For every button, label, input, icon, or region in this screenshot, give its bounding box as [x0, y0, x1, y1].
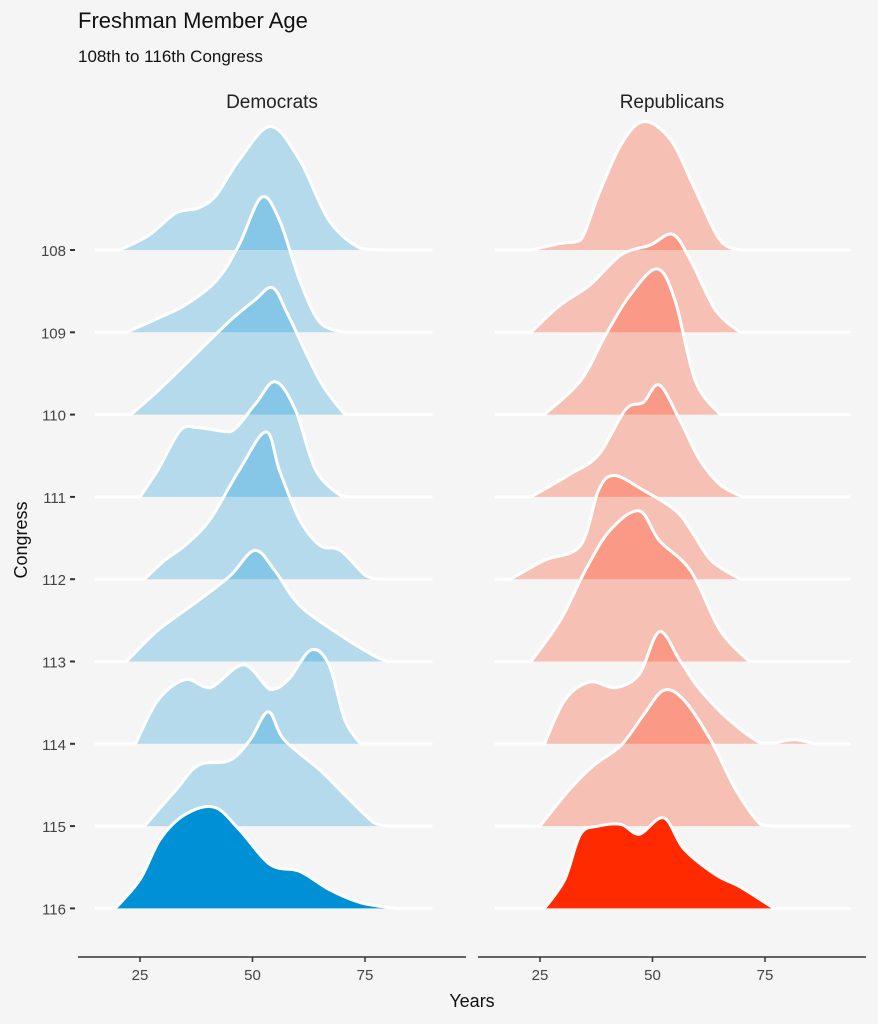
ridge-116-fill	[544, 817, 774, 909]
x-tick-label: 25	[532, 967, 549, 984]
y-tick-label: 109	[41, 325, 66, 342]
ridge-114-outline	[95, 647, 433, 746]
ridge-108-fill	[119, 126, 388, 250]
ridge-116-fill	[115, 806, 397, 909]
x-tick-label: 50	[644, 967, 661, 984]
ridge-115-fill	[540, 689, 774, 827]
x-tick-label: 75	[757, 967, 774, 984]
ridge-113-fill	[126, 550, 388, 662]
ridge-114-fill	[544, 631, 815, 744]
ridge-109-outline	[495, 232, 851, 334]
panel-label-republicans: Republicans	[620, 92, 725, 113]
ridge-114-fill	[135, 649, 361, 744]
ridge-113-outline	[95, 548, 433, 663]
y-tick-label: 111	[43, 490, 66, 507]
ridge-112-fill	[510, 475, 741, 580]
ridge-113-outline	[495, 509, 851, 663]
x-tick-label: 25	[132, 967, 149, 984]
x-tick-label: 50	[244, 967, 261, 984]
ridge-110-outline	[95, 285, 433, 417]
y-tick-label: 116	[42, 901, 66, 918]
panel-democrats	[95, 125, 433, 910]
ridge-108-outline	[95, 125, 433, 252]
y-tick-label: 112	[42, 572, 66, 589]
ridge-109-outline	[95, 195, 433, 334]
ridge-114-outline	[495, 630, 851, 746]
ridge-111-fill	[531, 384, 743, 497]
y-tick-label: 115	[42, 819, 66, 836]
y-tick-label: 114	[42, 737, 66, 754]
ridge-115-fill	[144, 711, 388, 827]
ridge-110-outline	[495, 267, 851, 417]
ridge-109-fill	[126, 196, 345, 333]
y-tick-label: 108	[41, 243, 66, 260]
ridge-111-outline	[95, 380, 433, 499]
panel-label-democrats: Democrats	[226, 92, 318, 113]
ridge-112-outline	[495, 474, 851, 581]
ridge-111-fill	[140, 381, 352, 497]
ridge-113-fill	[531, 510, 750, 662]
y-axis-title: Congress	[11, 501, 31, 578]
y-tick-label: 113	[42, 655, 66, 672]
ridge-108-outline	[495, 120, 851, 252]
ridge-115-outline	[95, 710, 433, 828]
ridge-116-outline	[495, 816, 851, 910]
chart-title: Freshman Member Age	[78, 8, 308, 33]
ridge-112-fill	[144, 431, 379, 580]
ridge-110-fill	[131, 287, 345, 415]
ridge-112-outline	[95, 430, 433, 581]
ridge-108-fill	[531, 121, 741, 250]
panel-republicans	[495, 120, 851, 910]
ridge-115-outline	[495, 688, 851, 828]
chart-subtitle: 108th to 116th Congress	[78, 47, 263, 66]
ridge-111-outline	[495, 383, 851, 499]
ridge-116-outline	[95, 805, 433, 910]
x-tick-label: 75	[357, 967, 374, 984]
x-axis-title: Years	[449, 991, 494, 1011]
y-tick-label: 110	[42, 408, 66, 425]
